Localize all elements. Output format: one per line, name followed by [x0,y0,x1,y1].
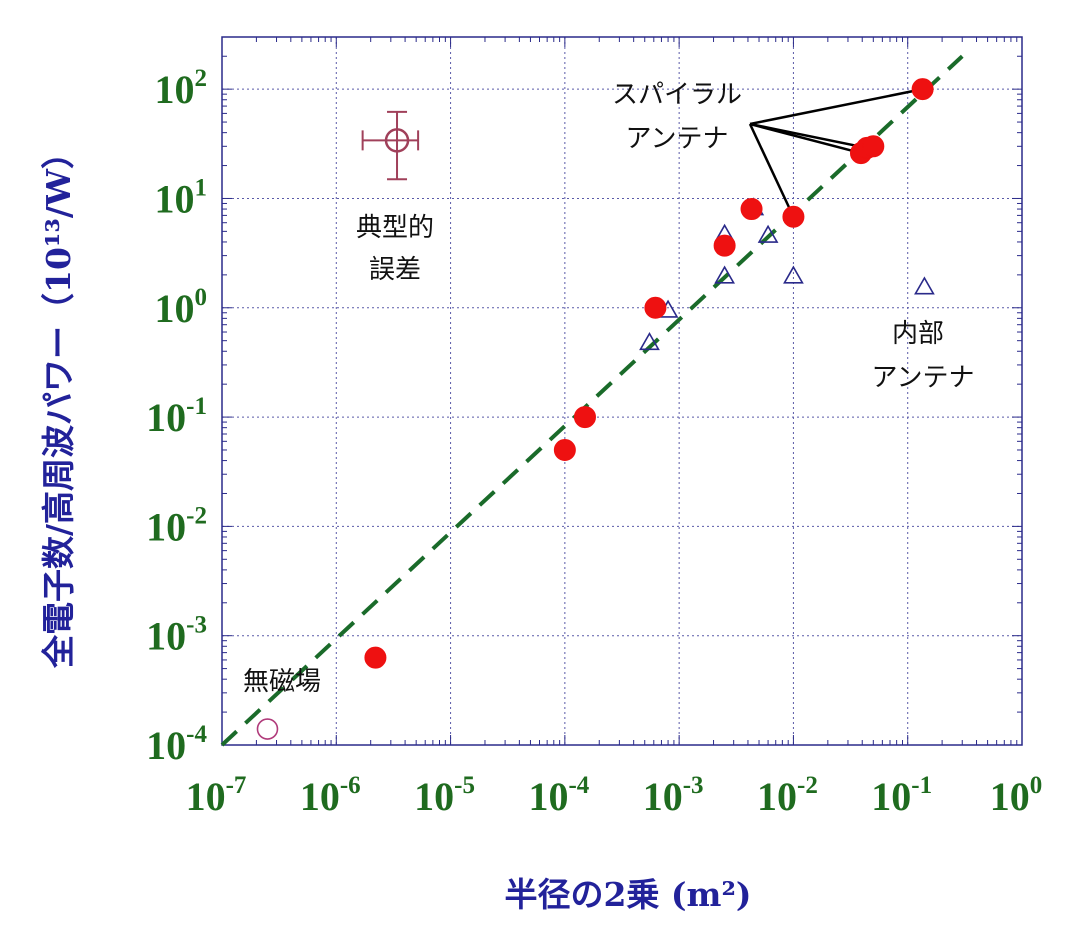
y-tick-label: 10-4 [146,721,207,768]
data-point-circle [911,78,934,101]
data-point-circle [740,198,763,221]
data-point-circle [553,438,576,461]
data-point-circle [713,234,736,257]
spiral-label-line2: アンテナ [626,124,729,154]
nofield-label: 無磁場 [243,667,321,697]
leader-line [749,87,923,126]
y-tick-label: 10-3 [146,612,207,659]
spiral-leader-lines [748,87,923,218]
y-tick-label: 101 [155,174,208,221]
y-tick-label: 100 [155,284,208,331]
data-point-circle [364,646,387,669]
x-tick-label: 10-4 [528,772,589,819]
leader-line [749,122,862,155]
x-tick-label: 10-6 [300,772,361,819]
x-tick-label: 10-5 [414,772,475,819]
typical-error-bar [361,110,420,181]
x-axis-title: 半径の2乗 (m²) [504,875,751,914]
x-tick-label: 100 [990,772,1043,819]
data-point-triangle [639,331,660,351]
y-tick-labels: 10-4 10-3 10-2 10-1 100 101 102 [146,65,207,768]
error-bar-center [384,128,410,153]
y-axis-title: 全電子数/高周波パワー（10¹³/W） [39,136,78,669]
y-tick-label: 10-1 [146,393,207,440]
y-tick-label: 10-2 [146,502,207,549]
grid [222,37,1022,745]
data-point-open-circle [256,718,279,740]
plot-frame [221,36,1023,746]
data-point-circle [862,135,885,158]
data-markers [256,78,935,740]
fit-line-layer [220,54,964,747]
data-point-triangle [757,224,779,243]
leader-line [748,123,795,218]
error-label-line2: 誤差 [369,255,421,285]
x-tick-labels: 10-7 10-6 10-5 10-4 10-3 10-2 10-1 100 [186,772,1043,819]
data-point-triangle [914,276,935,295]
minor-ticks [221,36,1022,746]
x-tick-label: 10-1 [871,772,932,819]
fit-line [220,54,964,747]
y-tick-label: 102 [155,65,208,112]
internal-label-line1: 内部 [892,319,944,349]
spiral-label-line1: スパイラル [612,80,742,110]
internal-label-line2: アンテナ [872,363,975,393]
data-point-circle [782,205,805,228]
x-tick-label: 10-3 [643,772,704,819]
data-point-circle [573,406,596,429]
error-label-line1: 典型的 [356,213,434,243]
data-point-triangle [714,265,736,284]
x-tick-label: 10-7 [186,772,247,819]
data-point-triangle [783,265,804,284]
x-tick-label: 10-2 [757,772,818,819]
data-point-circle [644,296,667,319]
